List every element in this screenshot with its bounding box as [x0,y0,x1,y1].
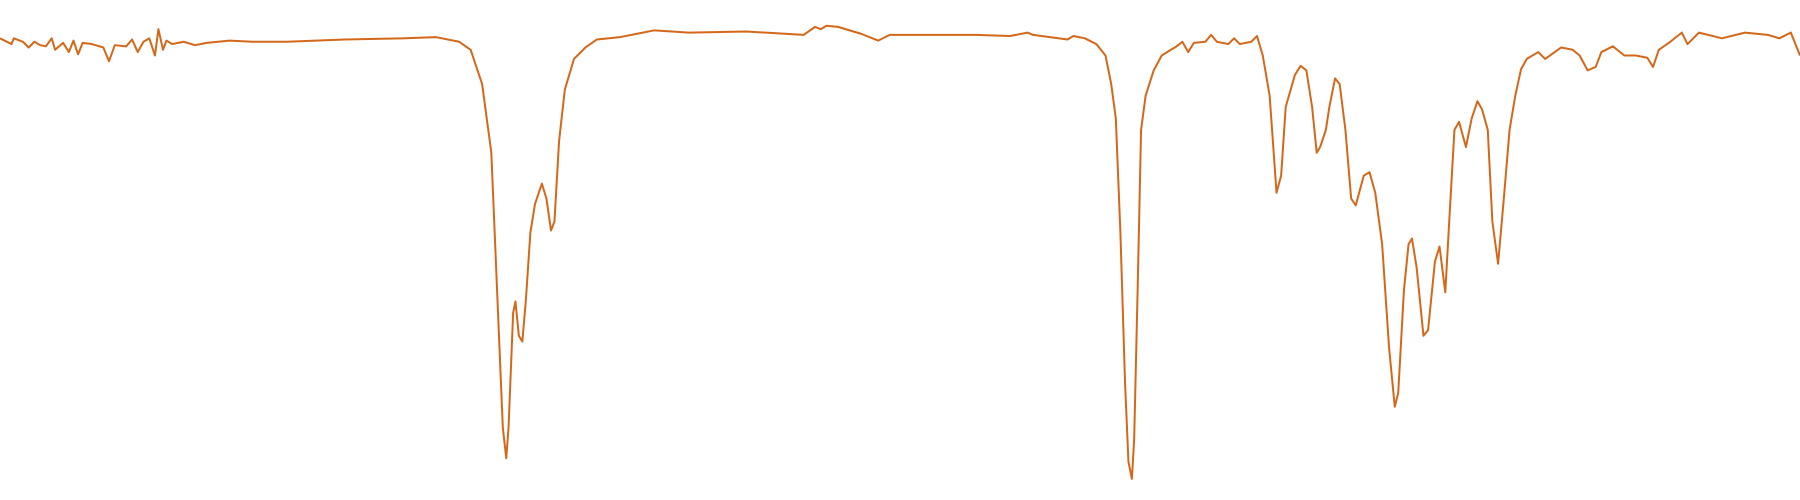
spectrum-line [0,24,1800,480]
